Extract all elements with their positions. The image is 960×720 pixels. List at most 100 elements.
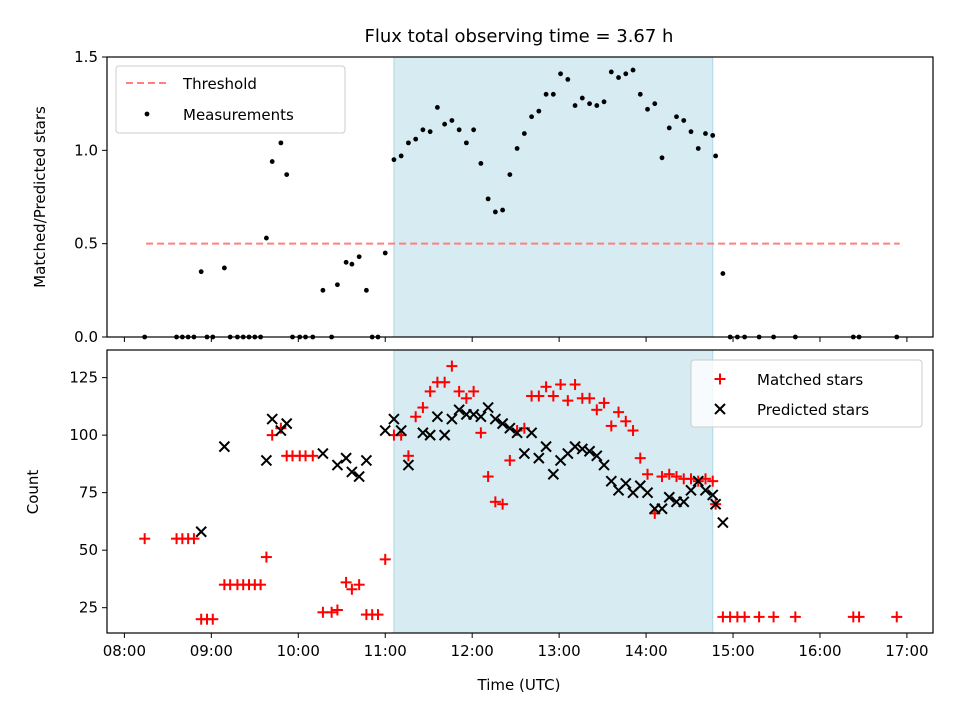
predicted-stars-points <box>195 401 729 538</box>
measurement-point <box>278 140 284 146</box>
measurement-point <box>456 127 462 133</box>
matched-stars-points <box>139 360 903 625</box>
predicted-star-point <box>591 450 603 462</box>
matched-star-point <box>504 454 516 466</box>
predicted-star-point <box>569 440 581 453</box>
measurement-point <box>221 265 227 271</box>
x-tick-label: 10:00 <box>277 642 320 660</box>
measurement-point <box>391 157 397 163</box>
legend-predicted-swatch <box>714 403 726 415</box>
matched-star-point <box>379 553 391 565</box>
predicted-star-point <box>496 417 509 430</box>
matched-star-point <box>353 579 365 591</box>
measurement-point <box>695 146 701 151</box>
matched-star-point <box>372 609 384 621</box>
x-tick-label: 09:00 <box>190 642 233 660</box>
measurement-point <box>521 131 527 136</box>
predicted-star-point <box>482 401 494 414</box>
measurement-point <box>543 91 549 97</box>
x-tick-label: 11:00 <box>364 642 407 660</box>
measurement-point <box>320 287 326 293</box>
measurement-point <box>343 259 349 265</box>
matched-star-point <box>598 397 610 409</box>
measurement-point <box>485 196 491 202</box>
matched-star-point <box>307 450 319 462</box>
matched-star-point <box>346 583 358 595</box>
measurement-point <box>349 261 355 267</box>
predicted-star-point <box>699 484 712 497</box>
matched-star-point <box>753 611 765 623</box>
measurement-point <box>478 161 484 166</box>
predicted-star-point <box>641 486 654 499</box>
top-legend: Threshold Measurements <box>115 65 346 134</box>
measurement-point <box>572 103 578 108</box>
predicted-star-point <box>576 443 589 455</box>
predicted-star-point <box>692 475 704 487</box>
matched-star-point <box>591 404 603 416</box>
matched-star-point <box>620 415 632 427</box>
matched-star-point <box>671 471 683 483</box>
matched-star-point <box>260 551 272 563</box>
matched-star-point <box>468 385 480 397</box>
matched-star-point <box>326 606 338 618</box>
predicted-star-point <box>598 459 610 471</box>
measurement-point <box>710 133 716 138</box>
measurement-point <box>720 271 726 276</box>
predicted-star-point <box>583 445 596 457</box>
top-x-ticks <box>123 337 908 342</box>
matched-star-point <box>627 425 639 437</box>
x-axis-label: Time (UTC) <box>477 676 561 694</box>
measurement-point <box>681 118 687 123</box>
measurement-point <box>565 77 571 82</box>
matched-star-point <box>139 533 151 545</box>
matched-star-point <box>739 611 751 623</box>
predicted-star-point <box>620 477 632 490</box>
predicted-star-point <box>709 498 722 510</box>
top-shaded-span <box>393 56 714 338</box>
predicted-star-point <box>340 452 352 464</box>
measurement-point <box>449 118 455 123</box>
bottom-y-axis: 25 50 75 100 125 <box>69 369 107 617</box>
x-tick-label: 14:00 <box>624 642 667 660</box>
predicted-star-point <box>717 516 729 529</box>
y-tick-label: 100 <box>69 426 98 444</box>
y-tick-label: 125 <box>69 369 98 387</box>
y-tick-label: 0.0 <box>74 328 98 346</box>
matched-star-point <box>255 579 267 591</box>
predicted-star-point <box>395 424 407 437</box>
predicted-star-point <box>317 447 329 460</box>
measurement-point <box>536 108 542 114</box>
measurement-point <box>398 153 404 159</box>
measurement-point <box>637 91 643 97</box>
y-tick-label: 25 <box>79 599 98 617</box>
predicted-star-point <box>467 408 480 421</box>
matched-star-point <box>562 395 574 407</box>
measurement-point <box>382 250 388 256</box>
bottom-legend: Matched stars Predicted stars <box>690 359 923 428</box>
matched-star-point <box>424 385 436 397</box>
matched-star-point <box>489 496 501 508</box>
matched-star-point <box>533 390 545 402</box>
measurement-point <box>674 114 679 120</box>
legend-measurement-swatch <box>144 111 150 117</box>
predicted-star-point <box>417 427 429 439</box>
measurement-point <box>463 140 469 146</box>
matched-star-point <box>547 390 559 402</box>
x-tick-label: 12:00 <box>451 642 494 660</box>
measurement-point <box>198 269 204 275</box>
measurement-point <box>420 127 426 133</box>
measurement-point <box>558 71 563 77</box>
predicted-star-point <box>518 447 531 460</box>
measurement-point <box>666 125 672 131</box>
measurement-point <box>427 129 433 135</box>
predicted-star-point <box>438 429 451 441</box>
matched-star-point <box>853 611 865 623</box>
measurement-point <box>608 69 614 75</box>
matched-star-point <box>613 406 625 418</box>
matched-star-point <box>453 385 465 397</box>
matched-star-point <box>634 452 646 464</box>
y-tick-label: 1.0 <box>74 141 98 159</box>
legend-predicted-label: Predicted stars <box>757 401 869 419</box>
predicted-star-point <box>656 503 668 515</box>
